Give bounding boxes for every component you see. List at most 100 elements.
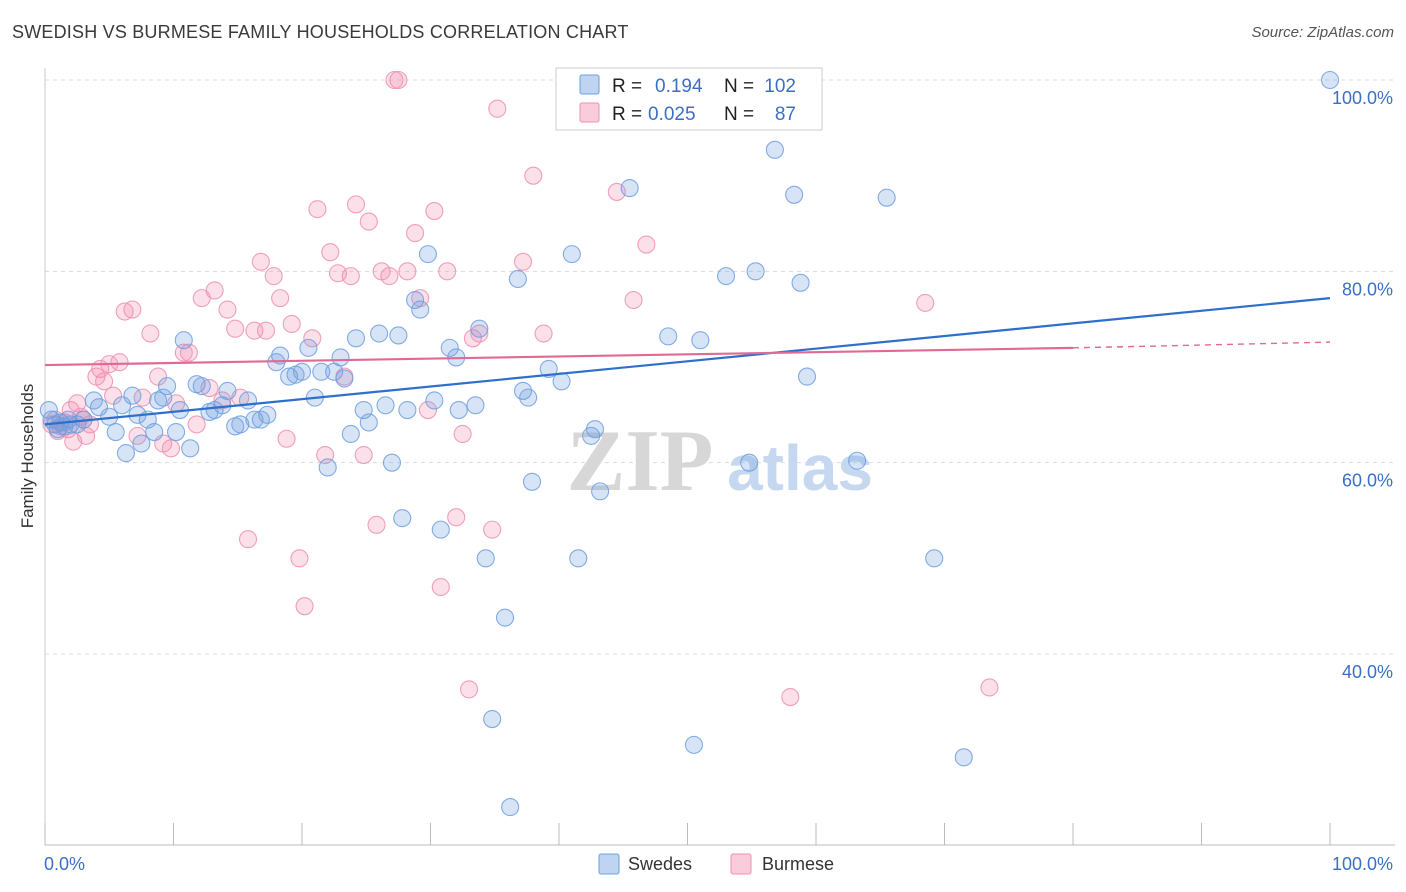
stats-r-value: 0.025 — [648, 104, 696, 125]
data-point — [231, 415, 250, 434]
data-point — [290, 549, 309, 568]
legend-label-swedes: Swedes — [628, 854, 692, 874]
data-point — [447, 508, 466, 527]
data-point — [295, 597, 314, 616]
data-point — [483, 520, 502, 539]
tick-labels: 40.0% 60.0% 80.0% 100.0% 0.0% 100.0% — [44, 88, 1393, 874]
data-point — [205, 281, 224, 300]
data-point — [312, 362, 331, 381]
stats-swatch-swedes — [579, 74, 600, 95]
data-point — [106, 423, 125, 442]
y-tick-label: 100.0% — [1332, 88, 1393, 108]
data-point — [380, 267, 399, 286]
data-point — [181, 439, 200, 458]
data-point — [476, 549, 495, 568]
series-legend: Swedes Burmese — [598, 853, 834, 875]
data-point — [308, 200, 327, 219]
data-point — [264, 267, 283, 286]
watermark-zip: ZIP — [567, 413, 714, 510]
data-point — [1320, 70, 1340, 90]
data-point — [781, 687, 800, 707]
grid-lines — [45, 79, 1395, 655]
data-point — [524, 166, 543, 185]
data-point — [303, 329, 322, 348]
data-point — [335, 369, 354, 388]
data-point — [562, 245, 581, 264]
data-point — [980, 678, 999, 697]
stats-n-label: N = — [724, 104, 754, 125]
data-point — [716, 267, 736, 286]
data-point — [370, 324, 389, 343]
data-point — [158, 377, 177, 396]
x-tick-label: 100.0% — [1332, 854, 1393, 874]
data-point — [495, 608, 515, 627]
data-point — [145, 423, 164, 442]
legend-swatch-swedes — [598, 853, 620, 875]
data-point — [470, 324, 489, 343]
x-tick-label: 0.0% — [44, 854, 85, 874]
data-point — [271, 346, 290, 365]
data-point — [299, 338, 318, 357]
data-point — [123, 386, 142, 405]
trend-line-burmese-extension — [1072, 341, 1331, 349]
data-point — [431, 577, 450, 597]
data-point — [282, 314, 301, 334]
data-point — [238, 530, 258, 549]
legend-swatch-burmese — [730, 853, 752, 875]
data-point — [585, 420, 605, 439]
stats-n-value: 87 — [775, 104, 796, 125]
data-point — [385, 70, 404, 90]
data-point — [591, 482, 610, 501]
data-point — [534, 324, 553, 343]
data-point — [174, 343, 193, 362]
watermark-atlas: atlas — [727, 432, 873, 504]
data-point — [539, 359, 558, 378]
legend-label-burmese: Burmese — [762, 854, 834, 874]
data-point — [161, 439, 180, 458]
y-tick-label: 80.0% — [1342, 279, 1393, 299]
data-point — [149, 367, 168, 386]
data-point — [59, 410, 78, 429]
data-point — [251, 252, 270, 271]
data-point — [797, 367, 817, 386]
data-point — [331, 348, 350, 367]
data-point — [431, 520, 450, 539]
data-point — [459, 680, 479, 699]
data-point — [691, 331, 710, 350]
data-point — [925, 549, 944, 568]
data-point — [637, 235, 656, 254]
data-point — [376, 396, 395, 415]
data-point — [174, 331, 193, 350]
data-point — [256, 321, 276, 340]
data-point — [141, 324, 160, 343]
data-point — [418, 400, 437, 420]
data-point — [620, 179, 639, 198]
stats-r-label: R = — [612, 104, 642, 125]
data-point — [226, 319, 245, 338]
data-point — [740, 453, 759, 472]
data-point — [449, 400, 468, 420]
data-point — [149, 391, 168, 410]
data-point — [389, 326, 408, 345]
data-point — [406, 290, 425, 310]
data-point — [218, 381, 237, 400]
data-point — [466, 396, 485, 415]
trend-line-swedes — [44, 297, 1331, 426]
data-point — [501, 798, 520, 817]
data-point — [258, 405, 277, 424]
data-point — [877, 188, 896, 207]
data-point — [954, 748, 973, 767]
data-point — [425, 202, 444, 221]
data-point — [684, 735, 703, 754]
data-point — [519, 388, 538, 407]
watermark: ZIP atlas — [567, 413, 873, 510]
data-point — [513, 252, 533, 271]
data-point — [470, 319, 489, 338]
data-point — [167, 423, 186, 442]
data-point — [354, 445, 373, 465]
data-point — [746, 262, 765, 281]
data-points — [39, 70, 1340, 817]
data-point — [110, 353, 129, 372]
stats-legend: R = 0.194 N = 102 R = 0.025 N = 87 — [555, 67, 823, 131]
chart-title: SWEDISH VS BURMESE FAMILY HOUSEHOLDS COR… — [12, 22, 629, 42]
